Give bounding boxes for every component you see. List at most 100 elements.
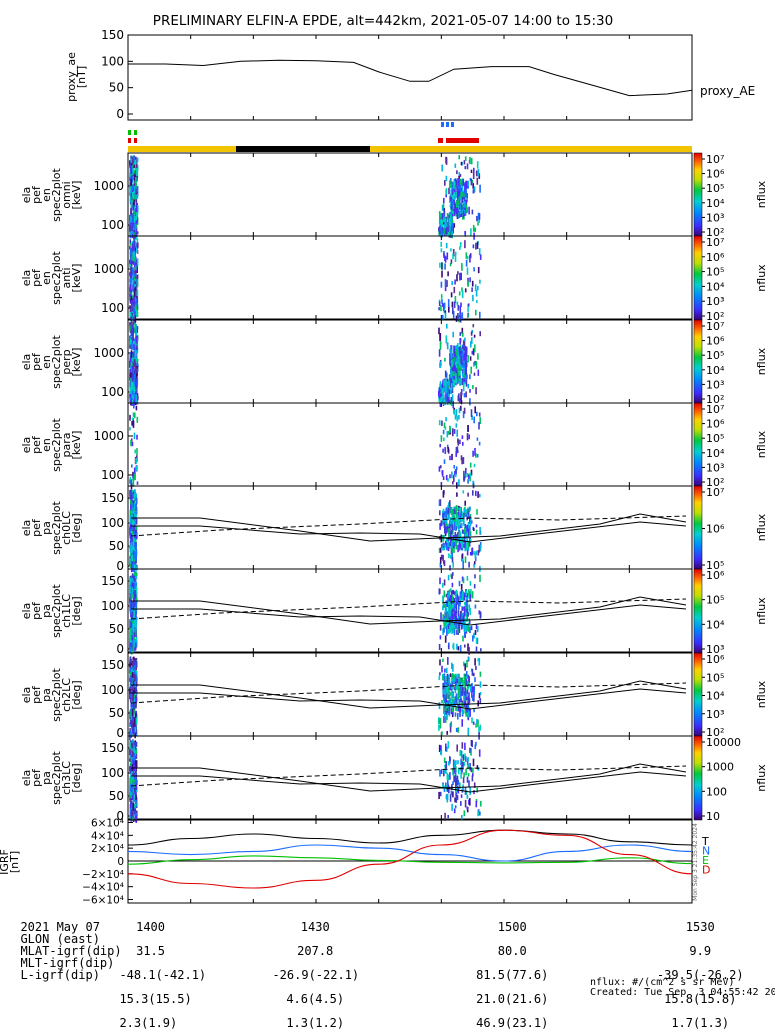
spectrogram-pixel xyxy=(135,525,137,530)
spectrogram-pixel xyxy=(463,476,465,482)
spectrogram-pixel xyxy=(458,172,461,176)
spectrogram-pixel xyxy=(459,184,461,192)
spectrogram-pixel xyxy=(459,305,462,314)
spectrogram-pixel xyxy=(445,540,447,545)
spectrogram-pixel xyxy=(466,532,469,540)
spectrogram-pixel xyxy=(467,703,469,712)
spectrogram-pixel xyxy=(439,721,442,729)
spectrogram-pixel xyxy=(448,553,450,558)
spectrogram-pixel xyxy=(459,597,462,602)
spectrogram-pixel xyxy=(460,771,462,779)
spectrogram-pixel xyxy=(467,521,470,529)
spectrogram-pixel xyxy=(130,328,133,336)
spectrogram-pixel xyxy=(443,622,446,627)
spectrogram-pixel xyxy=(448,761,450,766)
spectrogram-pixel xyxy=(469,356,472,361)
spectrogram-pixel xyxy=(440,241,442,247)
spectrogram-pixel xyxy=(478,726,480,734)
colorbar-tick-label: 10000 xyxy=(706,736,741,749)
spectrogram-pixel xyxy=(439,577,441,585)
spectrogram-pixel xyxy=(443,560,446,567)
spectrogram-pixel xyxy=(461,554,463,562)
spectrogram-pixel xyxy=(129,607,131,612)
spectrogram-pixel xyxy=(459,532,461,538)
spectrogram-pixel xyxy=(439,333,442,341)
spectrogram-pixel xyxy=(136,292,139,297)
spectrogram-pixel xyxy=(466,193,468,198)
y-axis-label: en xyxy=(40,188,53,202)
spectrogram-pixel xyxy=(470,625,473,631)
spectrogram-pixel xyxy=(470,331,473,336)
spectrogram-pixel xyxy=(439,361,442,368)
spectrogram-pixel xyxy=(134,374,137,381)
spectrogram-pixel xyxy=(454,675,456,682)
spectrogram-pixel xyxy=(444,511,446,517)
spectrogram-pixel xyxy=(472,721,475,725)
spectrogram-pixel xyxy=(453,196,456,200)
spectrogram-pixel xyxy=(463,810,466,817)
spectrogram-pixel xyxy=(136,345,138,354)
spectrogram-pixel xyxy=(129,586,131,594)
local-90-line xyxy=(130,765,687,787)
spectrogram-pixel xyxy=(438,349,441,357)
marker-red xyxy=(128,138,131,143)
spectrogram-pixel xyxy=(468,647,470,655)
colorbar-tick-label: 10⁷ xyxy=(706,486,724,499)
spectrogram-pixel xyxy=(129,805,132,814)
spectrogram-pixel xyxy=(130,590,132,598)
spectrogram-pixel xyxy=(132,742,135,749)
spectrogram-pixel xyxy=(132,663,135,668)
spectrogram-pixel xyxy=(439,399,441,404)
spectrogram-pixel xyxy=(129,718,132,724)
spectrogram-pixel xyxy=(130,232,133,237)
spectrogram-pixel xyxy=(448,701,450,705)
spectrogram-pixel xyxy=(443,422,446,428)
spectrogram-pixel xyxy=(447,447,449,453)
spectrogram-pixel xyxy=(456,683,458,691)
spectrogram-pixel xyxy=(449,352,452,360)
spectrogram-pixel xyxy=(456,482,458,489)
spectrogram-pixel xyxy=(449,455,451,461)
spectrogram-pixel xyxy=(460,272,462,280)
footer-col: 1530 9.9 -39.5(-26.2) 15.8(15.8) 1.7(1.3… xyxy=(628,909,758,1029)
spectrogram-pixel xyxy=(438,301,441,307)
spectrogram-pixel xyxy=(443,604,446,608)
spectrogram-pixel xyxy=(135,385,138,389)
spectrogram-pixel xyxy=(458,704,460,712)
spectrogram-pixel xyxy=(132,474,134,481)
colorbar-tick-label: 10³ xyxy=(706,643,724,656)
spectrogram-pixel xyxy=(136,177,138,182)
spectrogram-pixel xyxy=(464,337,466,342)
spectrogram-pixel xyxy=(446,602,449,608)
spectrogram-pixel xyxy=(479,279,481,284)
y-axis-label: ela xyxy=(20,437,33,454)
spectrogram-pixel xyxy=(465,603,467,610)
spectrogram-pixel xyxy=(133,294,135,303)
spectrogram-pixel xyxy=(461,287,463,292)
spectrogram-pixel xyxy=(469,525,471,533)
spectrogram-pixel xyxy=(473,790,475,795)
colorbar xyxy=(693,235,703,321)
spectrogram-pixel xyxy=(453,181,455,189)
spectrogram-pixel xyxy=(466,592,468,598)
spectrogram-pixel xyxy=(443,219,446,223)
spectrogram-pixel xyxy=(129,730,131,738)
spectrogram-pixel xyxy=(453,379,456,388)
spectrogram-pixel xyxy=(460,204,463,212)
spectrogram-pixel xyxy=(446,786,449,792)
spectrogram-pixel xyxy=(439,342,442,350)
spectrogram-pixel xyxy=(463,369,466,373)
colorbar-tick-label: 10⁶ xyxy=(706,335,725,348)
spectrogram-pixel xyxy=(130,273,133,280)
footer-row-mlat: MLAT-igrf(dip) xyxy=(6,933,121,957)
colorbar-tick-label: 1000 xyxy=(706,761,734,774)
legend-igrf-t: T xyxy=(701,835,709,848)
spectrogram-pixel xyxy=(464,545,466,552)
spectrogram-pixel xyxy=(455,182,457,188)
spectrogram-pixel xyxy=(442,676,444,681)
spectrogram-pixel xyxy=(475,646,478,653)
spectrogram-pixel xyxy=(466,806,469,810)
legend-igrf-e: E xyxy=(702,854,709,867)
spectrogram-pixel xyxy=(451,582,454,588)
spectrogram-pixel xyxy=(464,673,467,678)
